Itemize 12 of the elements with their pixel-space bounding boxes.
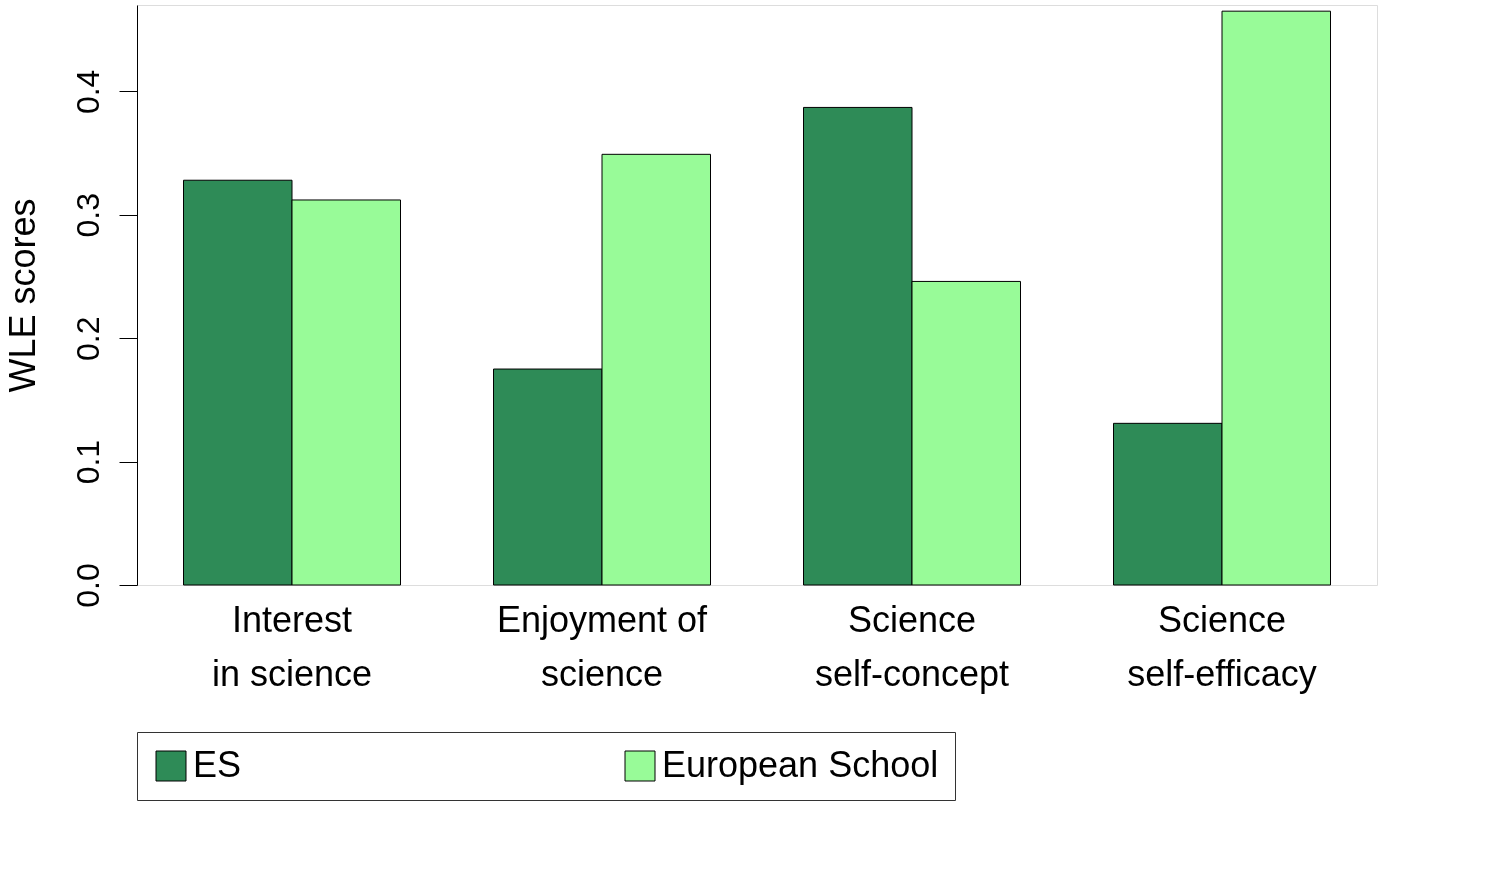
x-tick-label: Science self-efficacy — [1127, 598, 1317, 694]
x-tick-label: Interest in science — [211, 598, 373, 694]
legend-label: European School — [662, 744, 939, 785]
y-tick-label: 0.2 — [69, 316, 106, 361]
y-tick-label: 0.0 — [69, 563, 106, 608]
legend-label: ES — [193, 744, 242, 785]
x-tick-label: Science self-concept — [814, 598, 1010, 694]
y-axis-title: WLE scores — [1, 198, 43, 393]
y-tick-label: 0.1 — [69, 439, 106, 485]
y-tick-label: 0.4 — [69, 69, 106, 115]
y-tick-label: 0.3 — [69, 193, 106, 238]
x-tick-label: Enjoyment of science — [496, 598, 709, 694]
